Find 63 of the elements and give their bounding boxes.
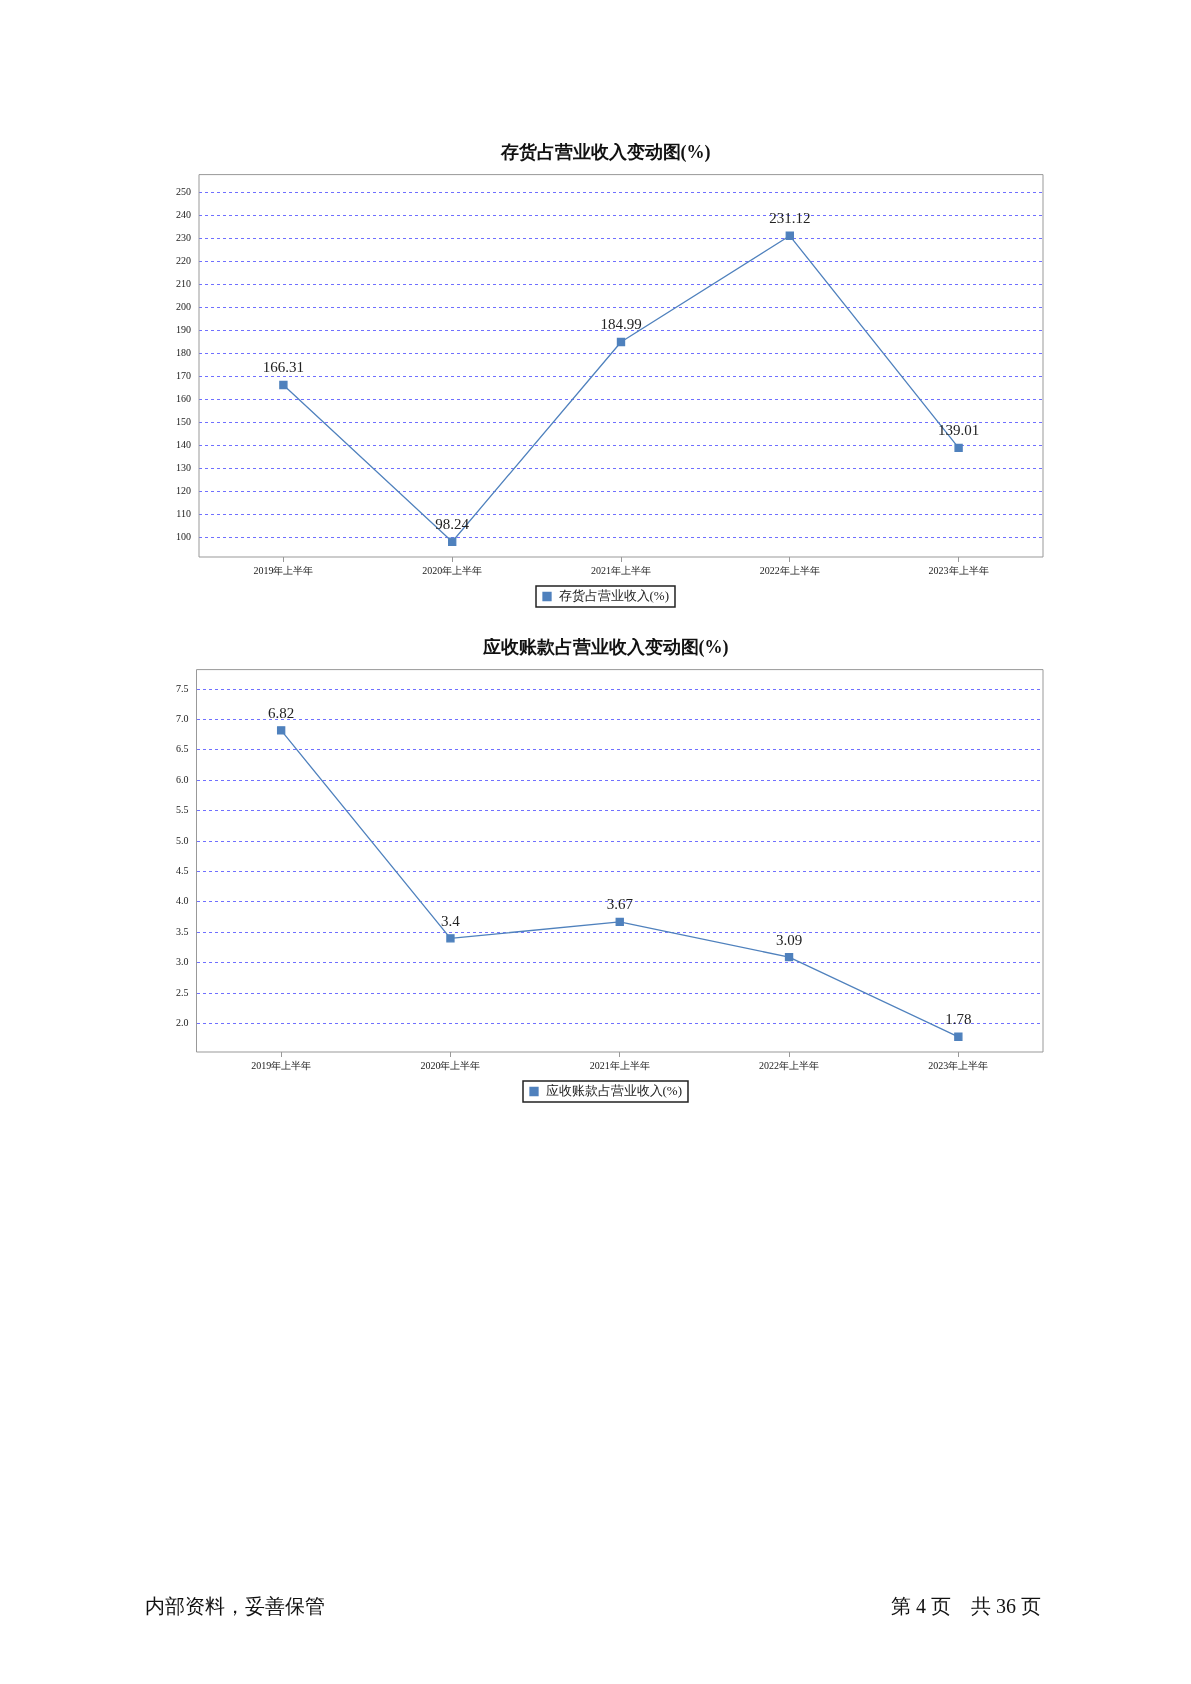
x-tick-label: 2021年上半年	[591, 564, 651, 576]
data-label: 3.09	[775, 931, 803, 948]
point	[784, 952, 794, 962]
point	[446, 934, 455, 943]
legend-label: 存货占营业收入(%)	[558, 587, 670, 603]
y-tick-label: 3.0	[176, 956, 189, 968]
y-tick-label: 7.0	[176, 713, 189, 725]
y-tick-label: 5.5	[176, 804, 189, 816]
x-tick-label: 2022年上半年	[759, 564, 820, 576]
y-tick-label: 140	[176, 439, 191, 451]
legend-label: 应收账款占营业收入(%)	[545, 1082, 683, 1098]
chart-title: 存货占营业收入变动图(%)	[499, 142, 711, 164]
y-tick-label: 130	[176, 462, 191, 474]
data-label: 231.12	[769, 210, 811, 227]
y-tick-label: 120	[176, 485, 191, 497]
y-tick-label: 3.5	[176, 925, 189, 937]
point	[448, 537, 457, 546]
y-tick-label: 7.5	[176, 682, 189, 694]
y-tick-label: 6.0	[176, 773, 189, 785]
data-label: 166.31	[262, 359, 305, 376]
x-tick-label: 2019年上半年	[251, 1059, 312, 1071]
x-tick-label: 2021年上半年	[589, 1059, 650, 1071]
data-label: 1.78	[945, 1011, 972, 1028]
point	[279, 380, 288, 390]
data-label: 98.24	[435, 516, 470, 533]
x-tick-label: 2019年上半年	[253, 564, 314, 576]
y-tick-label: 5.0	[176, 834, 189, 846]
y-tick-label: 170	[176, 370, 191, 382]
point	[615, 917, 624, 927]
data-label: 3.67	[606, 896, 634, 913]
y-tick-label: 200	[176, 301, 191, 313]
y-tick-label: 150	[176, 416, 191, 428]
y-tick-label: 210	[176, 278, 191, 290]
point	[954, 443, 963, 453]
data-label: 184.99	[600, 316, 642, 333]
point	[616, 337, 626, 347]
y-tick-label: 4.5	[176, 865, 189, 877]
y-tick-label: 180	[176, 347, 191, 359]
point	[954, 1032, 963, 1041]
y-tick-label: 190	[176, 324, 191, 336]
chart-title: 应收账款占营业收入变动图(%)	[481, 637, 729, 659]
x-tick-label: 2023年上半年	[928, 1059, 989, 1071]
x-tick-label: 2020年上半年	[420, 1059, 481, 1071]
y-tick-label: 160	[176, 393, 191, 405]
x-tick-label: 2023年上半年	[928, 564, 989, 576]
point	[276, 726, 286, 735]
point	[785, 231, 794, 240]
y-tick-label: 100	[176, 531, 191, 543]
y-tick-label: 250	[176, 185, 191, 197]
y-tick-label: 110	[176, 508, 191, 520]
x-tick-label: 2022年上半年	[759, 1059, 820, 1071]
y-tick-label: 2.0	[176, 1017, 189, 1029]
y-tick-label: 6.5	[176, 743, 189, 755]
y-tick-label: 220	[176, 255, 191, 267]
x-tick-label: 2020年上半年	[422, 564, 483, 576]
data-label: 6.82	[268, 704, 295, 721]
y-tick-label: 240	[176, 208, 191, 220]
text: 内部资料，妥善保管	[145, 1594, 325, 1619]
y-tick-label: 4.0	[176, 895, 189, 907]
y-tick-label: 2.5	[176, 986, 189, 998]
y-tick-label: 230	[176, 232, 191, 243]
text: 第 4 页 共 36 页	[891, 1594, 1041, 1619]
data-label: 3.4	[441, 912, 461, 929]
